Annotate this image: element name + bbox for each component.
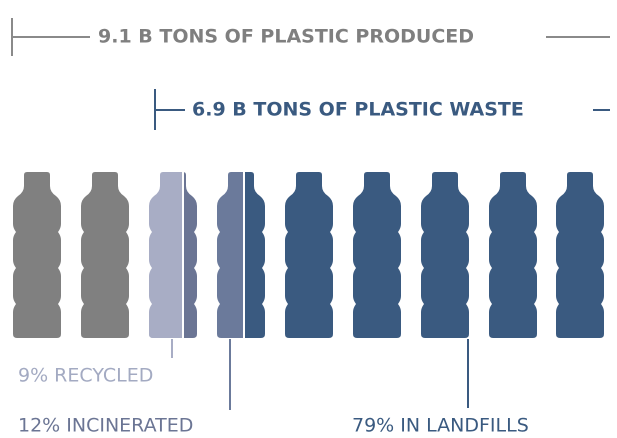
recycled-label: 9% RECYCLED <box>18 365 153 387</box>
landfill-label: 79% IN LANDFILLS <box>352 415 529 437</box>
bottle <box>81 172 129 338</box>
split-bottles <box>149 170 265 340</box>
landfill-bottles <box>285 172 604 338</box>
incinerated-label: 12% INCINERATED <box>18 415 193 437</box>
produced-label: 9.1 B TONS OF PLASTIC PRODUCED <box>98 26 474 48</box>
bottle <box>353 172 401 338</box>
bottle <box>13 172 61 338</box>
waste-bracket <box>154 89 610 130</box>
bottle <box>489 172 537 338</box>
waste-label: 6.9 B TONS OF PLASTIC WASTE <box>192 99 524 121</box>
bottle <box>285 172 333 338</box>
bottle <box>421 172 469 338</box>
bottle <box>556 172 604 338</box>
produced-bracket <box>11 18 610 56</box>
